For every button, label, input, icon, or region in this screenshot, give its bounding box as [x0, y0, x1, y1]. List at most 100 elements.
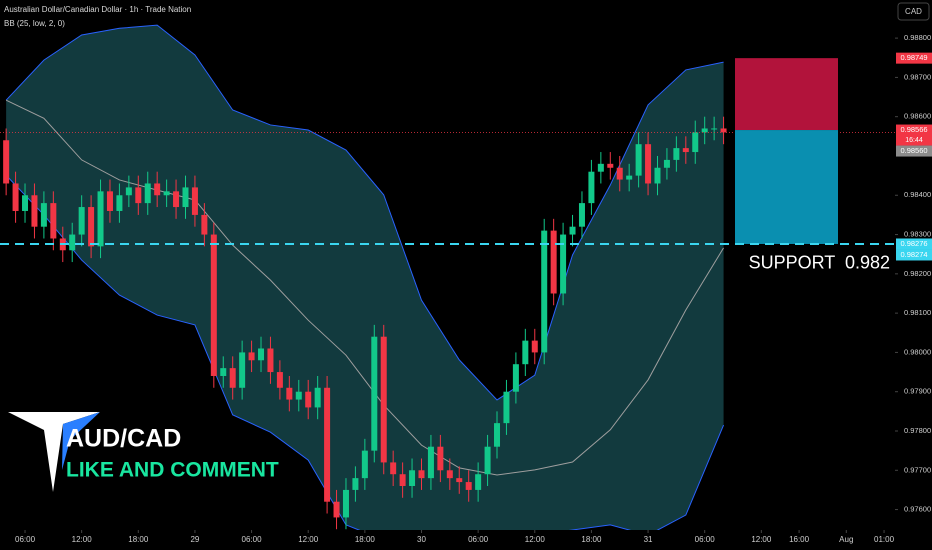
x-tick-label: 06:00: [695, 535, 716, 544]
candle-body: [324, 387, 331, 502]
watermark-logo: [8, 412, 100, 492]
candle-body: [220, 368, 227, 376]
plot-area: [0, 24, 895, 530]
candle-body: [97, 191, 104, 247]
logo-blue: [62, 412, 100, 470]
currency[interactable]: CAD: [905, 7, 922, 16]
price-tag: [896, 238, 932, 250]
candle-body: [512, 364, 519, 392]
price-tag: [896, 145, 932, 157]
candle-body: [3, 140, 10, 184]
band-middle: [5, 99, 724, 476]
candle-body: [645, 144, 652, 184]
y-tick-label: 0.98700: [904, 72, 931, 81]
x-tick-label: 06:00: [468, 535, 489, 544]
x-tick-label: 12:00: [525, 535, 546, 544]
candle-body: [210, 234, 217, 376]
candle-body: [616, 167, 623, 180]
x-tick-label: Aug: [839, 535, 853, 544]
support-annotation: SUPPORT 0.982: [749, 253, 890, 273]
x-tick-label: 06:00: [15, 535, 36, 544]
indicator-legend: BB (25, low, 2, 0): [4, 19, 65, 28]
candle-body: [154, 183, 161, 196]
candle-body: [720, 128, 727, 133]
price-countdown: 16:44: [905, 137, 923, 144]
candle-body: [31, 195, 38, 227]
x-tick-label: 30: [417, 535, 426, 544]
symbol-line: Australian Dollar/Canadian Dollar · 1h ·…: [4, 5, 191, 14]
y-tick-label: 0.98100: [904, 308, 931, 317]
y-tick-label: 0.97600: [904, 505, 931, 514]
price-tag: [896, 249, 932, 261]
candle-body: [286, 387, 293, 400]
axes: 0.988000.987000.986000.984000.983000.982…: [15, 33, 931, 544]
candle-body: [456, 478, 463, 483]
stop-zone: [735, 58, 838, 131]
price-tag: [896, 52, 932, 64]
candle-body: [50, 203, 57, 239]
candle-body: [503, 391, 510, 424]
x-tick-label: 01:00: [874, 535, 895, 544]
candle-body: [144, 183, 151, 204]
x-tick-label: 12:00: [751, 535, 772, 544]
currency-box[interactable]: [897, 2, 930, 21]
candle-body: [635, 144, 642, 176]
candle-body: [88, 207, 95, 247]
candle-body: [701, 128, 708, 133]
candle-body: [371, 336, 378, 451]
price-tag: [896, 124, 932, 146]
candle-body: [69, 234, 76, 251]
candle-body: [258, 348, 265, 361]
candle-body: [40, 203, 47, 227]
y-tick-label: 0.98400: [904, 190, 931, 199]
y-tick-label: 0.98800: [904, 33, 931, 42]
y-tick-label: 0.98300: [904, 230, 931, 239]
candle-body: [135, 187, 142, 204]
x-tick-label: 18:00: [355, 535, 376, 544]
candle-body: [541, 230, 548, 353]
candle-body: [380, 336, 387, 463]
candle-body: [116, 195, 123, 211]
y-tick-label: 0.97800: [904, 426, 931, 435]
candle-body: [191, 187, 198, 215]
candle-body: [361, 450, 368, 479]
candle-body: [427, 446, 434, 479]
watermark-pair: AUD/CAD: [66, 425, 181, 453]
x-tick-label: 06:00: [242, 535, 263, 544]
candle-body: [106, 191, 113, 211]
candle-body: [531, 340, 538, 353]
y-tick-label: 0.97900: [904, 387, 931, 396]
x-tick-label: 18:00: [128, 535, 149, 544]
candle-body: [333, 501, 340, 518]
candle-body: [446, 470, 453, 479]
candle-body: [692, 132, 699, 153]
candle-body: [182, 187, 189, 208]
candle-body: [654, 167, 661, 184]
candle-body: [588, 171, 595, 204]
y-tick-label: 0.98000: [904, 347, 931, 356]
x-tick-label: 29: [190, 535, 199, 544]
x-tick-label: 12:00: [298, 535, 319, 544]
candle-body: [465, 482, 472, 490]
candle-body: [663, 159, 670, 168]
x-tick-label: 12:00: [72, 535, 93, 544]
x-tick-label: 18:00: [581, 535, 602, 544]
candle-body: [163, 191, 170, 196]
candle-body: [409, 470, 416, 486]
y-tick-label: 0.98200: [904, 269, 931, 278]
band-lower: [5, 174, 725, 530]
candle-body: [597, 163, 604, 172]
price-tag-label: 0.98566: [900, 125, 927, 134]
candle-body: [125, 187, 132, 196]
candle-body: [248, 352, 255, 361]
candle-body: [607, 163, 614, 168]
x-tick-label: 31: [644, 535, 653, 544]
watermark-cta: LIKE AND COMMENT: [66, 459, 279, 482]
price-tag-label: 0.98274: [900, 250, 927, 259]
candle-body: [475, 474, 482, 490]
candle-body: [578, 203, 585, 227]
candle-body: [673, 148, 680, 160]
candle-body: [239, 352, 246, 388]
candle-body: [229, 368, 236, 388]
candle-body: [550, 230, 557, 294]
